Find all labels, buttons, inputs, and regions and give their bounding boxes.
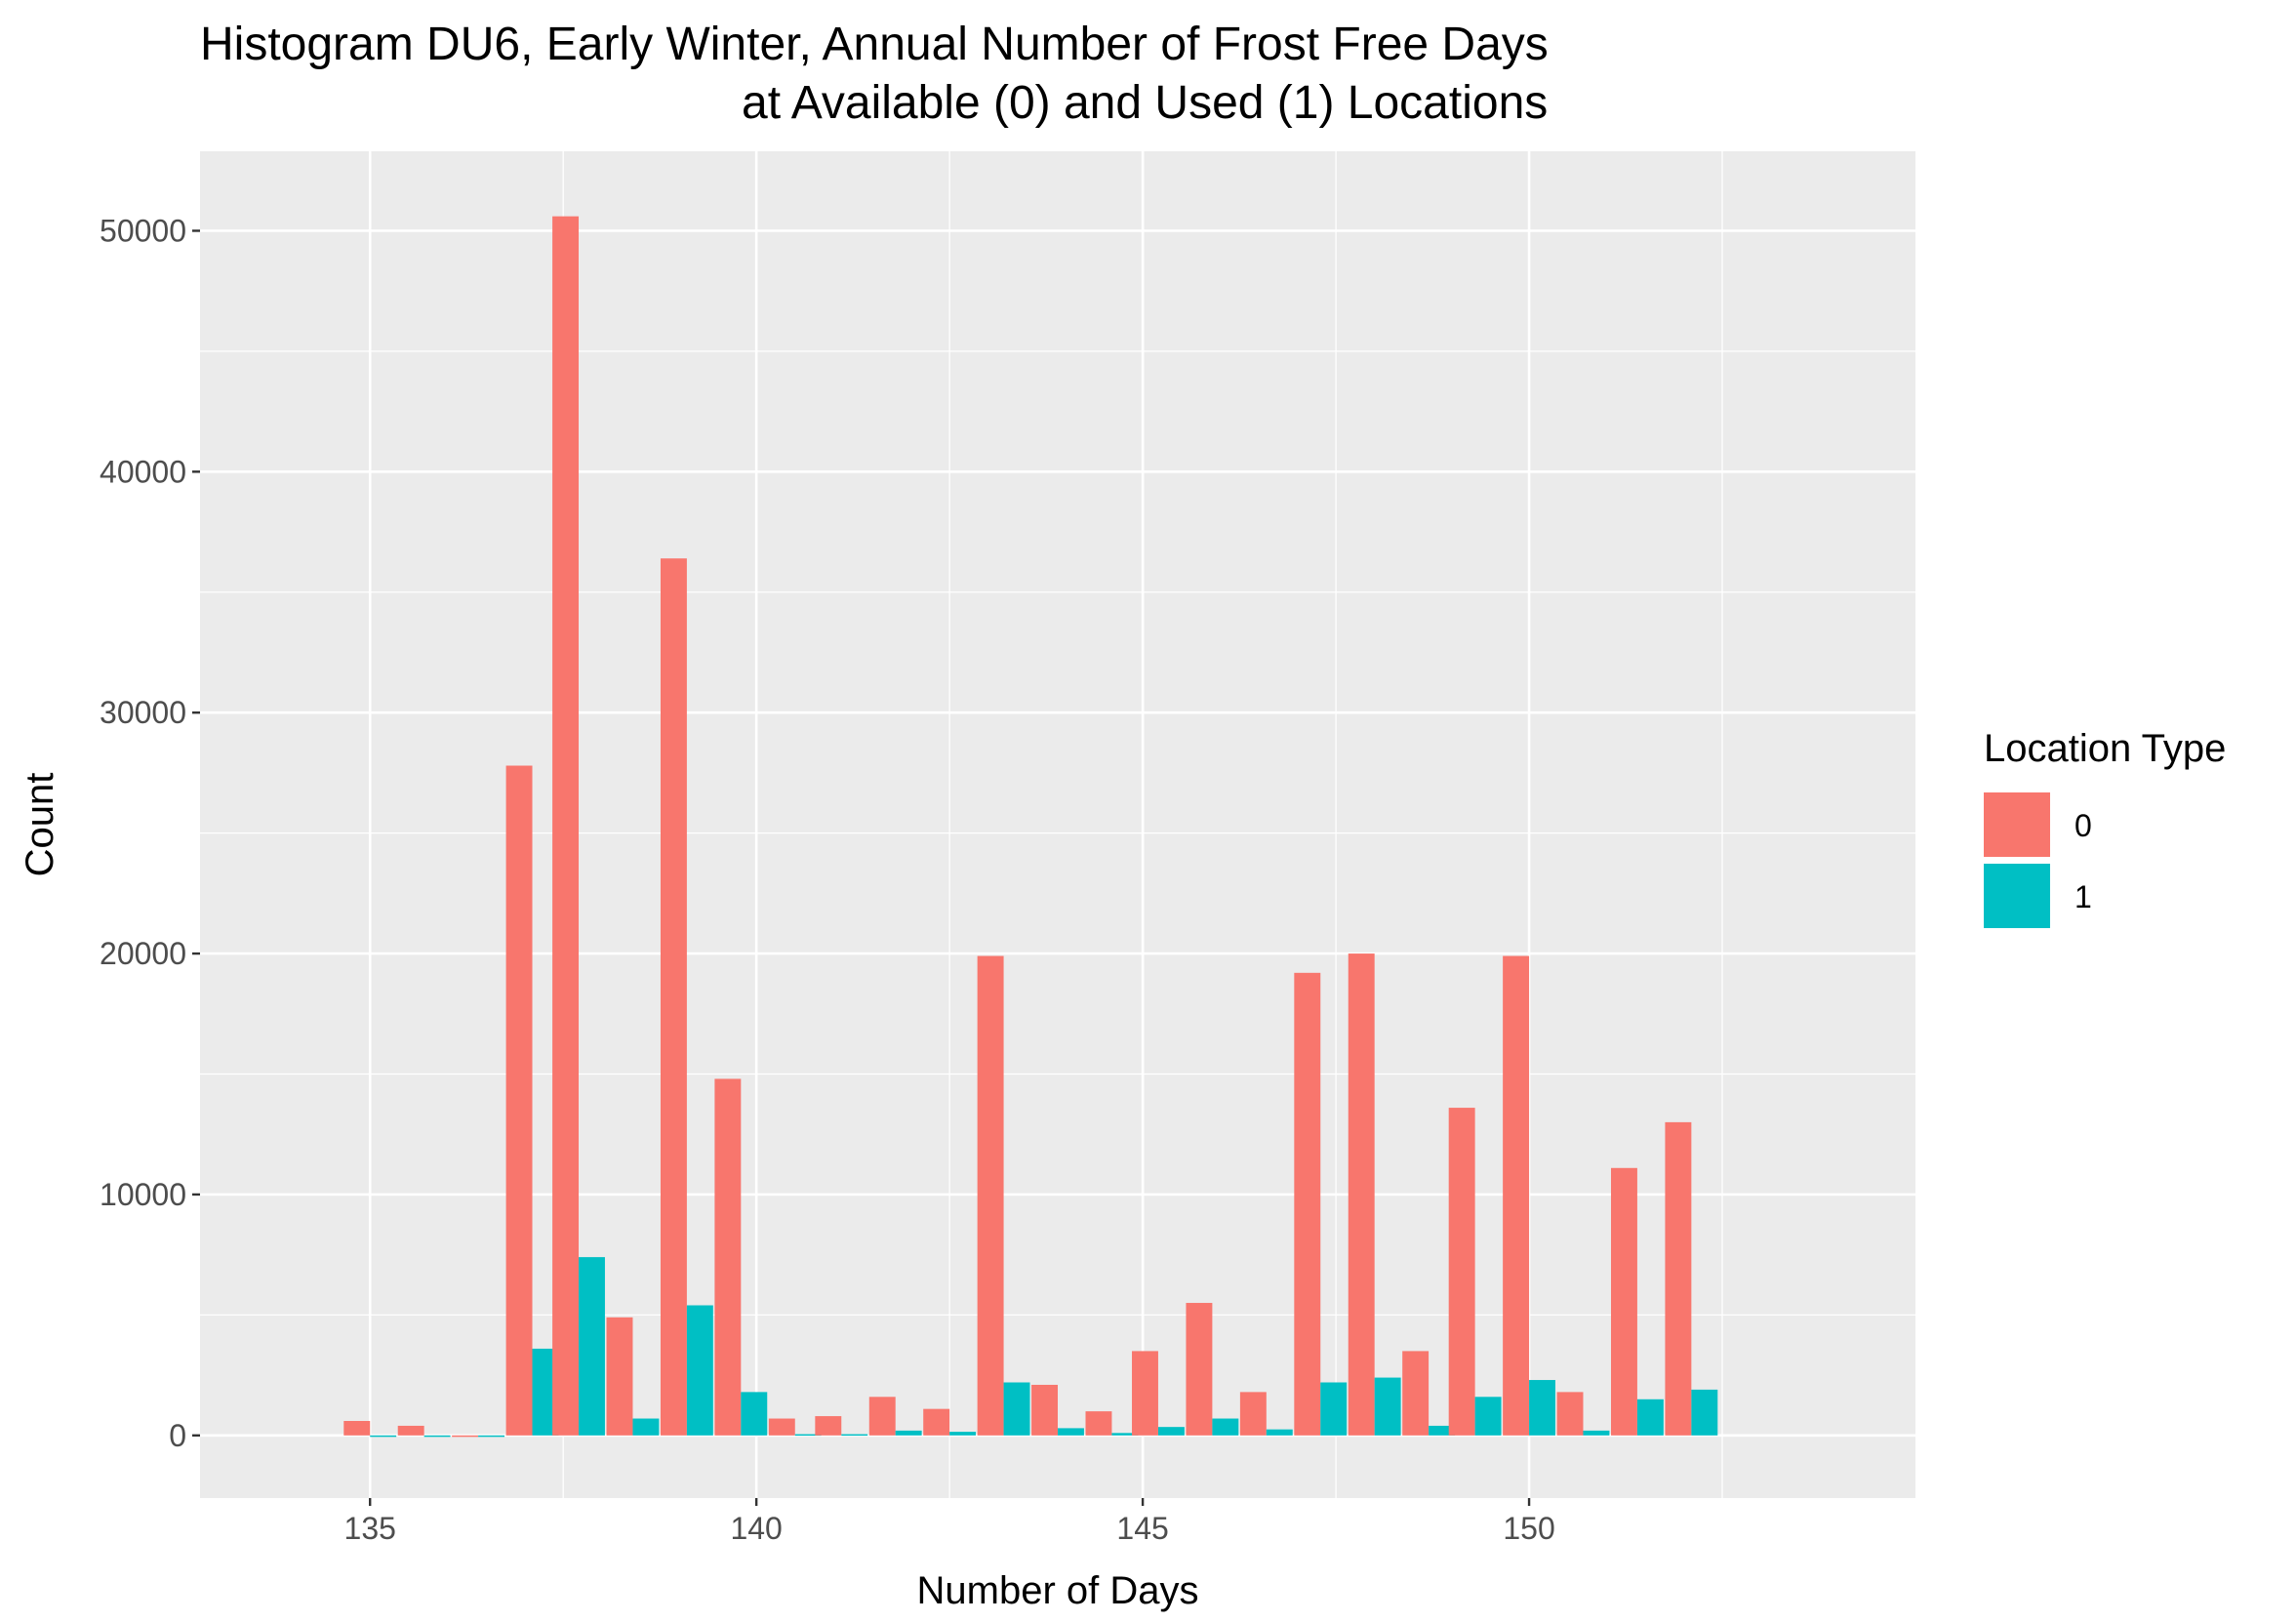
x-tick-label: 135 [344,1511,396,1546]
bar-series-0 [452,1435,479,1438]
bar-series-1 [579,1257,605,1436]
y-axis-title: Count [19,773,61,877]
x-axis: 135 140 145 150 [344,1498,1555,1546]
bar-series-0 [660,558,687,1436]
bar-series-0 [1239,1392,1267,1436]
bar-series-1 [423,1435,451,1438]
bar-series-0 [868,1397,896,1436]
chart-title-line1: Histogram DU6, Early Winter, Annual Numb… [200,19,1549,70]
y-tick-label: 50000 [100,213,186,248]
bar-series-1 [1003,1382,1030,1436]
chart-title-line2: at Available (0) and Used (1) Locations [742,77,1548,129]
bar-series-0 [505,765,533,1436]
bar-series-0 [1503,955,1530,1436]
bar-series-1 [478,1435,505,1438]
x-tick-label: 140 [730,1511,782,1546]
bar-series-0 [768,1418,795,1436]
bar-series-1 [1636,1399,1664,1436]
bar-series-1 [1320,1382,1348,1436]
bar-series-0 [1132,1351,1158,1436]
bar-series-0 [1665,1121,1692,1436]
bar-series-0 [397,1425,424,1436]
bar-series-0 [1448,1108,1475,1436]
bar-series-1 [949,1432,977,1436]
bar-series-1 [794,1434,822,1437]
bar-series-0 [1085,1411,1112,1436]
y-tick-label: 30000 [100,695,186,730]
bar-series-1 [895,1430,922,1436]
bar-series-0 [1186,1303,1213,1436]
bar-series-0 [1610,1167,1637,1436]
bar-series-0 [1031,1384,1058,1436]
y-tick-label: 20000 [100,936,186,971]
bar-series-1 [370,1435,397,1438]
bar-series-1 [1266,1429,1293,1436]
legend-label-1: 1 [2074,879,2092,914]
bar-series-0 [606,1317,633,1436]
bar-series-1 [632,1418,660,1436]
major-gridlines [200,151,1915,1498]
bar-series-1 [1529,1380,1555,1436]
bar-series-1 [841,1434,868,1437]
bar-series-0 [1556,1392,1584,1436]
legend-key-0 [1984,792,2050,857]
bar-series-0 [343,1421,371,1436]
bar-series-1 [686,1305,713,1436]
y-tick-label: 40000 [100,454,186,489]
bar-series-0 [1402,1351,1430,1436]
bars [343,216,1718,1438]
bar-series-0 [552,216,580,1436]
bar-series-1 [1583,1430,1610,1436]
bar-series-1 [1157,1427,1185,1436]
bar-series-0 [1348,953,1375,1436]
bar-series-1 [1111,1433,1139,1436]
bar-series-1 [1374,1377,1401,1436]
bar-series-1 [1058,1428,1084,1436]
bar-series-1 [1212,1418,1239,1436]
legend-key-1 [1984,864,2050,928]
bar-series-0 [714,1078,742,1436]
plot-panel [200,151,1915,1498]
x-axis-title: Number of Days [917,1569,1199,1612]
legend: Location Type 0 1 [1984,727,2226,928]
legend-title: Location Type [1984,727,2226,770]
bar-series-1 [741,1392,768,1436]
bar-series-1 [1429,1425,1456,1436]
x-tick-label: 145 [1116,1511,1168,1546]
bar-series-0 [815,1416,842,1436]
bar-series-0 [923,1408,950,1436]
legend-label-0: 0 [2074,808,2092,843]
y-axis: 0 10000 20000 30000 40000 50000 [100,213,200,1453]
y-tick-label: 0 [169,1418,186,1453]
x-tick-label: 150 [1503,1511,1554,1546]
y-tick-label: 10000 [100,1177,186,1212]
bar-series-1 [1474,1397,1502,1436]
bar-series-0 [977,955,1004,1436]
bar-series-1 [1691,1389,1718,1436]
bar-series-0 [1294,972,1321,1436]
